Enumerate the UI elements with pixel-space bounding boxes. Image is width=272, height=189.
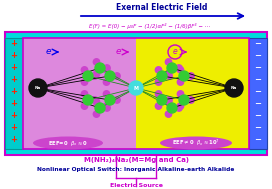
Text: +: +	[11, 136, 17, 145]
Text: +: +	[11, 40, 17, 49]
Circle shape	[93, 71, 100, 77]
Circle shape	[166, 73, 172, 79]
Circle shape	[179, 95, 189, 105]
Circle shape	[81, 103, 88, 109]
Circle shape	[81, 79, 88, 85]
Text: Exernal Electric Field: Exernal Electric Field	[116, 2, 208, 12]
Text: −: −	[255, 123, 261, 132]
Circle shape	[93, 111, 100, 117]
Text: −: −	[255, 64, 261, 73]
Circle shape	[114, 97, 120, 103]
Circle shape	[165, 99, 172, 105]
Text: E(F) = E(0) − μ₀F − (1/2)αF² − (1/6)βF³ − ⋯: E(F) = E(0) − μ₀F − (1/2)αF² − (1/6)βF³ …	[89, 23, 211, 29]
Text: −: −	[255, 51, 261, 60]
Text: Na: Na	[35, 86, 41, 90]
Text: Electric Source: Electric Source	[110, 183, 162, 188]
Circle shape	[176, 65, 182, 71]
Text: EEF=0  $\beta_x$$\approx$0: EEF=0 $\beta_x$$\approx$0	[48, 139, 88, 147]
Circle shape	[92, 97, 98, 103]
Circle shape	[95, 63, 105, 73]
Ellipse shape	[160, 136, 232, 149]
Text: e: e	[115, 47, 121, 57]
Text: −: −	[255, 88, 261, 97]
Circle shape	[188, 73, 194, 79]
Circle shape	[176, 105, 182, 111]
Circle shape	[179, 71, 189, 81]
Text: −: −	[255, 112, 261, 121]
Text: +: +	[11, 75, 17, 84]
Circle shape	[166, 97, 172, 103]
Circle shape	[155, 79, 162, 85]
Circle shape	[167, 63, 177, 73]
Circle shape	[103, 67, 110, 73]
Circle shape	[157, 95, 167, 105]
Circle shape	[177, 103, 184, 109]
Text: +: +	[11, 51, 17, 60]
Circle shape	[177, 79, 184, 85]
Text: +: +	[11, 88, 17, 97]
Circle shape	[81, 67, 88, 73]
FancyBboxPatch shape	[23, 38, 136, 149]
Ellipse shape	[33, 136, 103, 149]
Circle shape	[93, 59, 100, 65]
Text: Na: Na	[231, 86, 237, 90]
FancyBboxPatch shape	[5, 38, 23, 149]
FancyBboxPatch shape	[5, 32, 267, 155]
Text: −: −	[255, 40, 261, 49]
FancyBboxPatch shape	[249, 38, 267, 149]
Text: EEF$\neq$0  $\beta_x$$\approx$10$^7$: EEF$\neq$0 $\beta_x$$\approx$10$^7$	[172, 138, 220, 148]
Text: e: e	[173, 47, 177, 57]
Circle shape	[81, 91, 88, 97]
Circle shape	[165, 71, 172, 77]
Circle shape	[105, 71, 115, 81]
Circle shape	[155, 91, 162, 97]
Circle shape	[104, 105, 110, 111]
Text: +: +	[11, 123, 17, 132]
Text: −: −	[255, 136, 261, 145]
Circle shape	[155, 103, 162, 109]
Text: +: +	[11, 112, 17, 121]
Text: +: +	[11, 64, 17, 73]
Circle shape	[188, 97, 194, 103]
Circle shape	[114, 73, 120, 79]
Text: −: −	[255, 99, 261, 108]
Text: +: +	[11, 99, 17, 108]
Circle shape	[83, 95, 93, 105]
Text: e: e	[45, 47, 51, 57]
Circle shape	[95, 103, 105, 113]
Text: M: M	[134, 85, 138, 91]
Circle shape	[93, 99, 100, 105]
Circle shape	[105, 95, 115, 105]
Circle shape	[129, 81, 143, 95]
Circle shape	[225, 79, 243, 97]
Circle shape	[157, 71, 167, 81]
Circle shape	[103, 79, 110, 85]
Circle shape	[92, 73, 98, 79]
Circle shape	[167, 103, 177, 113]
Circle shape	[177, 91, 184, 97]
Circle shape	[165, 111, 172, 117]
Circle shape	[155, 67, 162, 73]
Circle shape	[165, 59, 172, 65]
Circle shape	[83, 71, 93, 81]
Circle shape	[29, 79, 47, 97]
Circle shape	[103, 91, 110, 97]
FancyBboxPatch shape	[136, 38, 249, 149]
Circle shape	[104, 65, 110, 71]
Circle shape	[103, 103, 110, 109]
Text: Nonlinear Optical Switch: Inorganic Alkaline-earth Alkalide: Nonlinear Optical Switch: Inorganic Alka…	[37, 167, 235, 171]
Circle shape	[177, 67, 184, 73]
Text: −: −	[255, 75, 261, 84]
Text: M(NH₂)₄Na₂(M=Mg and Ca): M(NH₂)₄Na₂(M=Mg and Ca)	[84, 157, 188, 163]
